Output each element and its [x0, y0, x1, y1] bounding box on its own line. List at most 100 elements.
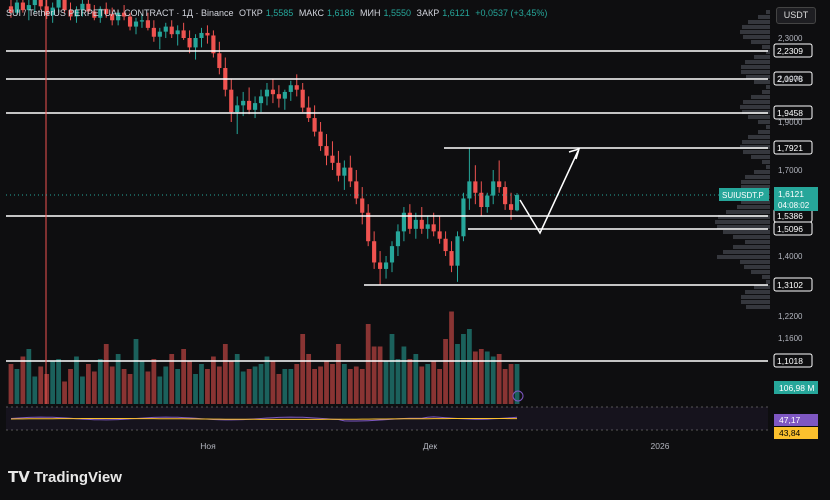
price-tag-value: 1,6121: [778, 189, 804, 199]
volume-profile-bar: [742, 110, 770, 114]
volume-bar: [193, 374, 198, 404]
currency-button[interactable]: USDT: [776, 7, 816, 24]
volume-profile-bar: [726, 210, 770, 214]
y-axis-tick: 1,4000: [778, 252, 803, 261]
level-label: 1,7921: [777, 143, 803, 153]
volume-profile-bar: [751, 270, 770, 274]
volume-bar: [330, 364, 335, 404]
volume-profile-bar: [758, 120, 770, 124]
x-axis-tick: 2026: [651, 441, 670, 451]
symbol-tag-text: SUIUSDT.P: [722, 191, 764, 200]
candle-body: [383, 262, 389, 269]
volume-bar: [139, 361, 145, 404]
volume-bar: [50, 361, 56, 404]
volume-profile-bar: [740, 30, 770, 34]
volume-profile-bar: [754, 55, 770, 59]
volume-label-box: [774, 381, 818, 394]
volume-bar: [318, 366, 323, 404]
level-label-box: [773, 221, 813, 236]
volume-bar: [365, 324, 371, 404]
candle-body: [92, 11, 97, 18]
volume-bar: [56, 359, 61, 404]
candle-body: [217, 53, 222, 69]
rsi-ma-box: [774, 427, 818, 439]
candle-body: [145, 20, 150, 28]
volume-bar: [341, 364, 347, 404]
candle-body: [258, 96, 264, 104]
candle-body: [330, 155, 335, 163]
volume-bar: [205, 369, 210, 404]
candle-body: [443, 238, 448, 252]
candle-body: [497, 181, 502, 188]
volume-profile-bar: [766, 85, 770, 89]
candle-body: [479, 192, 484, 208]
volume-profile-bar: [741, 300, 770, 304]
volume-bar: [240, 371, 246, 404]
level-label-box: [773, 140, 813, 155]
candle-body: [461, 198, 466, 237]
rsi-ma-value: 43,84: [779, 428, 801, 438]
level-label: 1,5096: [777, 224, 803, 234]
volume-bar: [508, 364, 514, 404]
volume-bar: [68, 369, 73, 404]
volume-bar: [437, 369, 443, 404]
volume-profile-bar: [746, 75, 770, 79]
volume-bar: [514, 364, 520, 404]
volume-bar: [294, 364, 300, 404]
symbol-title[interactable]: SUI / TetherUS PERPETUAL CONTRACT · 1Д ·…: [6, 8, 234, 18]
volume-bar: [484, 351, 490, 404]
volume-profile-bar: [754, 285, 770, 289]
volume-bar: [359, 369, 365, 404]
volume-bar: [371, 346, 377, 404]
volume-profile-bar: [746, 305, 770, 309]
volume-bar: [502, 369, 508, 404]
level-label: 1,5386: [777, 211, 803, 221]
y-axis-tick: 1,1600: [778, 334, 803, 343]
volume-bar: [145, 371, 151, 404]
candle-body: [425, 224, 430, 229]
volume-bar: [467, 329, 472, 404]
symbol-header: SUI / TetherUS PERPETUAL CONTRACT · 1Д ·…: [6, 8, 550, 18]
volume-bar: [472, 351, 478, 404]
level-label-box: [773, 105, 813, 120]
candle-body: [324, 146, 329, 156]
projection-path: [519, 150, 579, 235]
volume-bar: [276, 374, 282, 404]
volume-bar: [407, 359, 413, 404]
candle-body: [354, 181, 359, 199]
candle-body: [181, 30, 186, 38]
candle-body: [74, 10, 79, 17]
volume-profile-bar: [748, 135, 770, 139]
volume-bar: [461, 334, 466, 404]
volume-profile-bar: [740, 105, 770, 109]
volume-profile-bar: [766, 165, 770, 169]
volume-bar: [383, 361, 389, 404]
volume-bar: [264, 356, 270, 404]
volume-bar: [401, 346, 407, 404]
candle-body: [50, 7, 55, 16]
volume-bar: [80, 376, 85, 404]
candle-body: [282, 91, 287, 99]
level-label: 1,1018: [777, 356, 803, 366]
volume-profile-bar: [766, 50, 770, 54]
price-tag-countdown: 04:08:02: [778, 201, 810, 210]
candle-body: [205, 32, 210, 36]
candle-body: [122, 12, 127, 17]
tradingview-logo[interactable]: 𝗧𝗩 TradingView: [8, 468, 122, 486]
volume-profile-bar: [741, 185, 770, 189]
level-label: 1,3102: [777, 280, 803, 290]
volume-profile-bar: [737, 205, 770, 209]
low-label: МИН: [360, 8, 381, 18]
x-axis-tick: Ноя: [200, 441, 216, 451]
candle-body: [32, 0, 37, 6]
candle-body: [336, 162, 341, 176]
volume-bar: [222, 344, 228, 404]
volume-bar: [258, 364, 264, 404]
volume-bar: [478, 349, 484, 404]
candle-body: [8, 6, 14, 13]
volume-bar: [103, 344, 109, 404]
candle-body: [264, 89, 270, 97]
y-axis-tick: 1,9000: [778, 118, 803, 127]
volume-profile-bar: [733, 235, 770, 239]
